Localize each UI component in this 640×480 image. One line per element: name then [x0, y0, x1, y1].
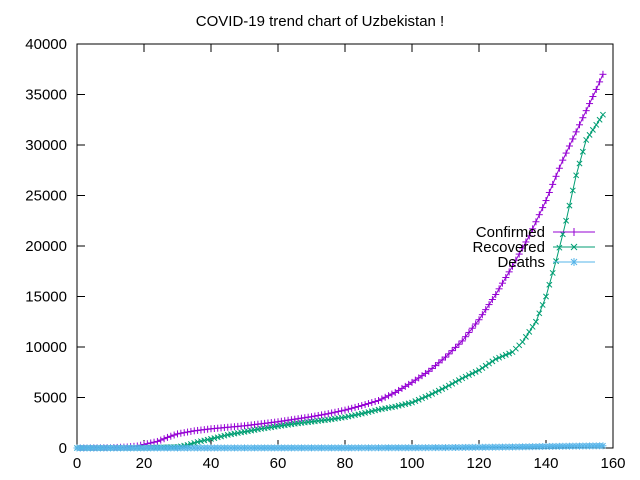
series-markers: [74, 111, 606, 451]
chart-title: COVID-19 trend chart of Uzbekistan !: [196, 13, 444, 30]
series-confirmed: [73, 70, 607, 452]
x-tick-label: 120: [466, 455, 491, 472]
series-deaths: [73, 442, 607, 452]
x-tick-label: 60: [270, 455, 287, 472]
legend-item-confirmed: Confirmed: [476, 224, 595, 241]
x-tick-label: 100: [399, 455, 424, 472]
y-tick-label: 10000: [25, 339, 67, 356]
legend-marker: [570, 228, 578, 236]
y-tick-label: 0: [59, 440, 67, 457]
y-tick-label: 35000: [25, 87, 67, 104]
legend-item-recovered: Recovered: [472, 239, 595, 256]
legend-label: Confirmed: [476, 224, 545, 241]
y-tick-label: 15000: [25, 289, 67, 306]
y-axis-ticks: 0 5000 10000 15000 20000 25000 30000 35000 40000: [25, 36, 613, 457]
y-tick-label: 40000: [25, 36, 67, 53]
legend-item-deaths: Deaths: [497, 254, 595, 271]
legend-label: Recovered: [472, 239, 545, 256]
legend-label: Deaths: [497, 254, 545, 271]
legend-marker: [570, 258, 578, 266]
x-tick-label: 80: [337, 455, 354, 472]
y-tick-label: 5000: [34, 390, 67, 407]
x-axis-ticks: 0 20 40 60 80 100 120 140 160: [73, 44, 626, 472]
x-tick-label: 160: [600, 455, 625, 472]
x-tick-label: 0: [73, 455, 81, 472]
x-tick-label: 20: [136, 455, 153, 472]
x-tick-label: 40: [203, 455, 220, 472]
series-recovered: [74, 111, 606, 451]
series-layer: [73, 70, 607, 452]
y-tick-label: 30000: [25, 137, 67, 154]
series-markers: [73, 70, 607, 452]
y-tick-label: 20000: [25, 238, 67, 255]
y-tick-label: 25000: [25, 188, 67, 205]
x-tick-label: 140: [533, 455, 558, 472]
legend-marker: [570, 243, 578, 251]
series-line: [77, 114, 604, 449]
series-markers: [73, 442, 607, 452]
